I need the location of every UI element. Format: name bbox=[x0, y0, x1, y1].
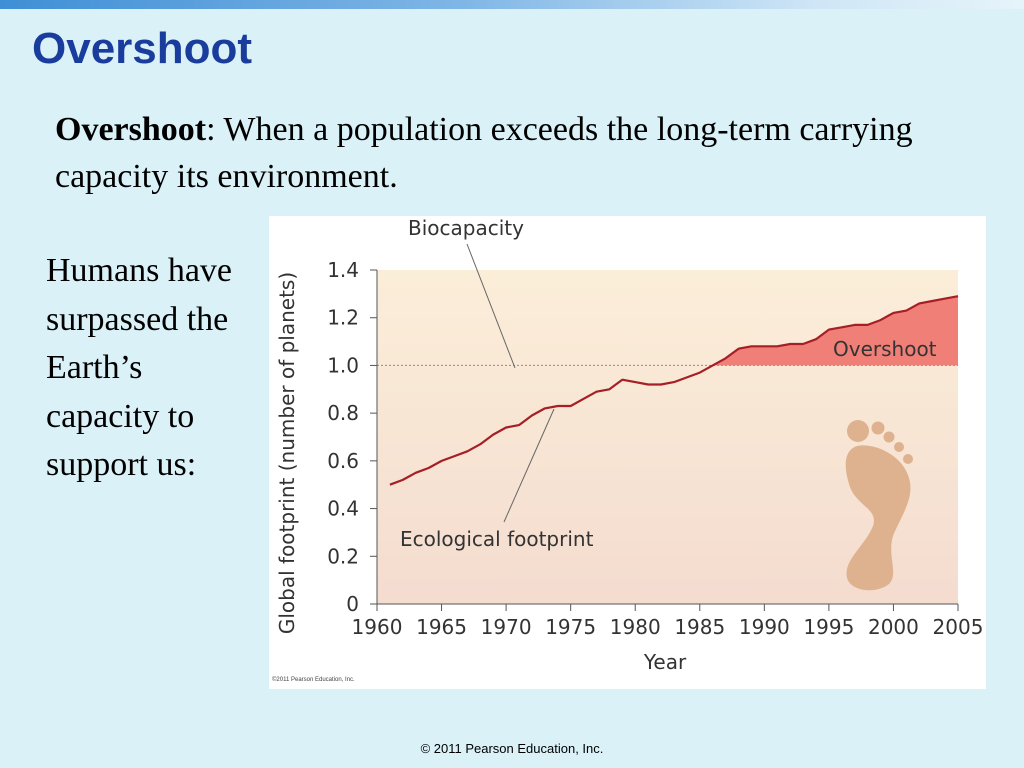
y-tick-label: 0.4 bbox=[327, 497, 359, 521]
copyright-footer: © 2011 Pearson Education, Inc. bbox=[420, 741, 604, 756]
side-text: Humans have surpassed the Earth’s capaci… bbox=[46, 252, 233, 483]
x-tick-label: 2000 bbox=[868, 615, 919, 639]
figure-credit: ©2011 Pearson Education, Inc. bbox=[272, 677, 355, 683]
top-accent-bar bbox=[0, 0, 1024, 9]
x-tick-label: 1965 bbox=[416, 615, 467, 639]
annotation-leaders bbox=[466, 243, 555, 523]
ecological-footprint-line bbox=[389, 295, 959, 486]
footprint-leader bbox=[503, 408, 555, 523]
footprint-icon bbox=[845, 420, 913, 591]
y-tick-label: 0.2 bbox=[327, 544, 359, 568]
definition-text: Overshoot: When a population exceeds the… bbox=[55, 106, 975, 200]
x-tick-label: 1980 bbox=[610, 615, 661, 639]
annotation-biocapacity: Biocapacity bbox=[408, 216, 524, 240]
annotation-ecological-footprint: Ecological footprint bbox=[400, 527, 594, 551]
footprint-chart: 1960 1965 1970 1975 1980 1985 1990 1995 2000 2005… bbox=[275, 216, 983, 674]
footprint-chart-figure: 1960 1965 1970 1975 1980 1985 1990 1995 2000 2005… bbox=[269, 216, 986, 689]
x-tick-label: 1960 bbox=[352, 615, 403, 639]
axes bbox=[376, 270, 958, 605]
y-tick-label: 0 bbox=[346, 592, 359, 616]
tick-labels: 1960 1965 1970 1975 1980 1985 1990 1995 2000 2005… bbox=[327, 258, 983, 639]
x-tick-label: 1985 bbox=[674, 615, 725, 639]
y-tick-label: 1.2 bbox=[327, 306, 359, 330]
x-tick-label: 2005 bbox=[933, 615, 984, 639]
y-tick-label: 0.8 bbox=[327, 401, 359, 425]
annotation-overshoot: Overshoot bbox=[833, 337, 937, 361]
x-tick-label: 1975 bbox=[545, 615, 596, 639]
overshoot-area bbox=[712, 296, 958, 366]
y-axis-title: Global footprint (number of planets) bbox=[275, 272, 299, 634]
y-tick-label: 1.4 bbox=[327, 258, 359, 282]
definition-body: : When a population exceeds the long-ter… bbox=[55, 111, 913, 195]
definition-term: Overshoot bbox=[55, 111, 207, 148]
y-tick-label: 1.0 bbox=[327, 353, 359, 377]
x-tick-label: 1995 bbox=[803, 615, 854, 639]
biocapacity-leader bbox=[466, 243, 516, 369]
y-tick-label: 0.6 bbox=[327, 449, 359, 473]
slide-title: Overshoot bbox=[32, 24, 253, 73]
x-tick-label: 1990 bbox=[739, 615, 790, 639]
x-axis-title: Year bbox=[643, 650, 687, 674]
x-tick-label: 1970 bbox=[481, 615, 532, 639]
